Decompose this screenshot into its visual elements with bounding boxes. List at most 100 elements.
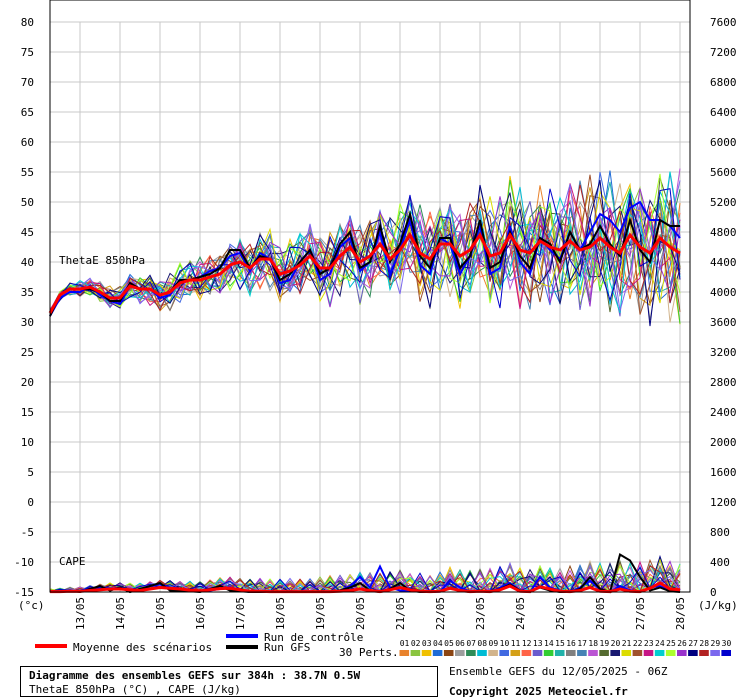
date-tick-label: 21/05 [394,597,407,630]
left-tick-label: 35 [21,286,34,299]
right-tick-label: 0 [710,586,717,599]
legend: Moyenne des scénarios Run de contrôle Ru… [35,631,731,659]
left-tick-label: 5 [27,466,34,479]
perturbation-swatch [654,650,665,656]
mean-thetae-line [48,231,681,314]
perturbation-swatch [432,650,443,656]
date-tick-label: 22/05 [434,597,447,630]
date-tick-label: 27/05 [634,597,647,630]
perturbation-swatch [688,650,698,656]
left-tick-label: -10 [14,556,34,569]
right-tick-label: 4800 [710,226,737,239]
control-legend-label: Run de contrôle [264,631,363,644]
right-tick-label: 3200 [710,346,737,359]
perturbation-number: 02 [411,639,421,648]
right-axis-unit: (J/kg) [698,599,738,612]
perturbation-swatch [455,650,465,656]
left-tick-label: 55 [21,166,34,179]
left-tick-label: -15 [14,586,34,599]
perturbation-number: 28 [699,639,709,648]
mean-legend-swatch [35,644,67,648]
perturbation-swatch [621,650,632,656]
perturbation-swatch [443,650,454,656]
perturbation-number: 24 [655,639,665,648]
perturbation-number: 03 [422,639,432,648]
right-tick-label: 5600 [710,166,737,179]
perturbation-swatch [588,650,598,656]
perturbation-swatch [532,650,543,656]
perturbation-thetae-line [49,171,681,313]
perturbation-number: 12 [522,639,532,648]
perturbation-swatch [599,650,609,656]
perturbation-swatch [566,650,576,656]
perturbation-swatch [632,650,643,656]
left-tick-label: 0 [27,496,34,509]
date-axis-ticks: 13/05 14/05 15/05 16/05 17/05 18/05 19/05 20/05… [74,597,687,630]
gfs-legend-swatch [226,645,258,649]
plot-border [49,0,691,593]
left-tick-label: 65 [21,106,34,119]
perturbation-swatch [477,650,487,656]
perturbation-number: 05 [444,639,454,648]
right-tick-label: 2400 [710,406,737,419]
perturbation-number: 29 [711,639,721,648]
perturbation-number: 30 [722,639,732,648]
right-tick-label: 6400 [710,106,737,119]
right-tick-label: 6000 [710,136,737,149]
left-tick-label: -5 [21,526,34,539]
date-tick-label: 20/05 [354,597,367,630]
left-tick-label: 50 [21,196,34,209]
perturbation-number: 26 [677,639,687,648]
left-tick-label: 30 [21,316,34,329]
perturbation-swatch [488,650,498,656]
perturbation-number: 19 [600,639,610,648]
date-tick-label: 26/05 [594,597,607,630]
right-tick-label: 800 [710,526,730,539]
perturbation-thetae-line [49,174,681,318]
right-tick-label: 1600 [710,466,737,479]
perturbation-number: 08 [477,639,487,648]
perturbation-number: 14 [544,639,554,648]
right-tick-label: 3600 [710,316,737,329]
right-tick-label: 2800 [710,376,737,389]
right-tick-label: 400 [710,556,730,569]
chart-info-box: Diagramme des ensembles GEFS sur 384h : … [20,666,438,697]
perturbation-number: 22 [633,639,643,648]
perturbation-swatch [543,650,554,656]
perts-legend-label: 30 Perts. [339,646,399,659]
plot-frame [49,0,691,593]
run-info: Ensemble GEFS du 12/05/2025 - 06Z [449,665,668,678]
left-tick-label: 10 [21,436,34,449]
date-tick-label: 23/05 [474,597,487,630]
left-tick-label: 20 [21,376,34,389]
perturbation-swatch [399,650,410,656]
date-tick-label: 15/05 [154,597,167,630]
date-tick-label: 19/05 [314,597,327,630]
perturbation-swatch [510,650,521,656]
cape-panel-label: CAPE [59,555,86,568]
perturbation-swatch [577,650,587,656]
right-tick-label: 4400 [710,256,737,269]
perturbation-number: 01 [400,639,410,648]
date-tick-label: 28/05 [674,597,687,630]
perturbation-number: 11 [511,639,521,648]
perturbation-swatch [677,650,687,656]
perturbation-swatch [699,650,709,656]
left-tick-label: 40 [21,256,34,269]
perturbation-swatch [610,650,620,656]
perturbation-number: 16 [566,639,576,648]
perturbation-number: 06 [455,639,465,648]
date-tick-label: 18/05 [274,597,287,630]
perturbation-number: 20 [611,639,621,648]
right-tick-label: 7600 [710,16,737,29]
perturbation-number: 09 [489,639,499,648]
perturbation-swatch [499,650,509,656]
left-tick-label: 60 [21,136,34,149]
perturbation-swatch [410,650,421,656]
date-tick-label: 25/05 [554,597,567,630]
perturbation-swatch [665,650,676,656]
perturbation-swatch [710,650,720,656]
right-tick-label: 1200 [710,496,737,509]
thetae-panel-label: ThetaE 850hPa [59,254,145,267]
perturbation-number: 21 [622,639,632,648]
